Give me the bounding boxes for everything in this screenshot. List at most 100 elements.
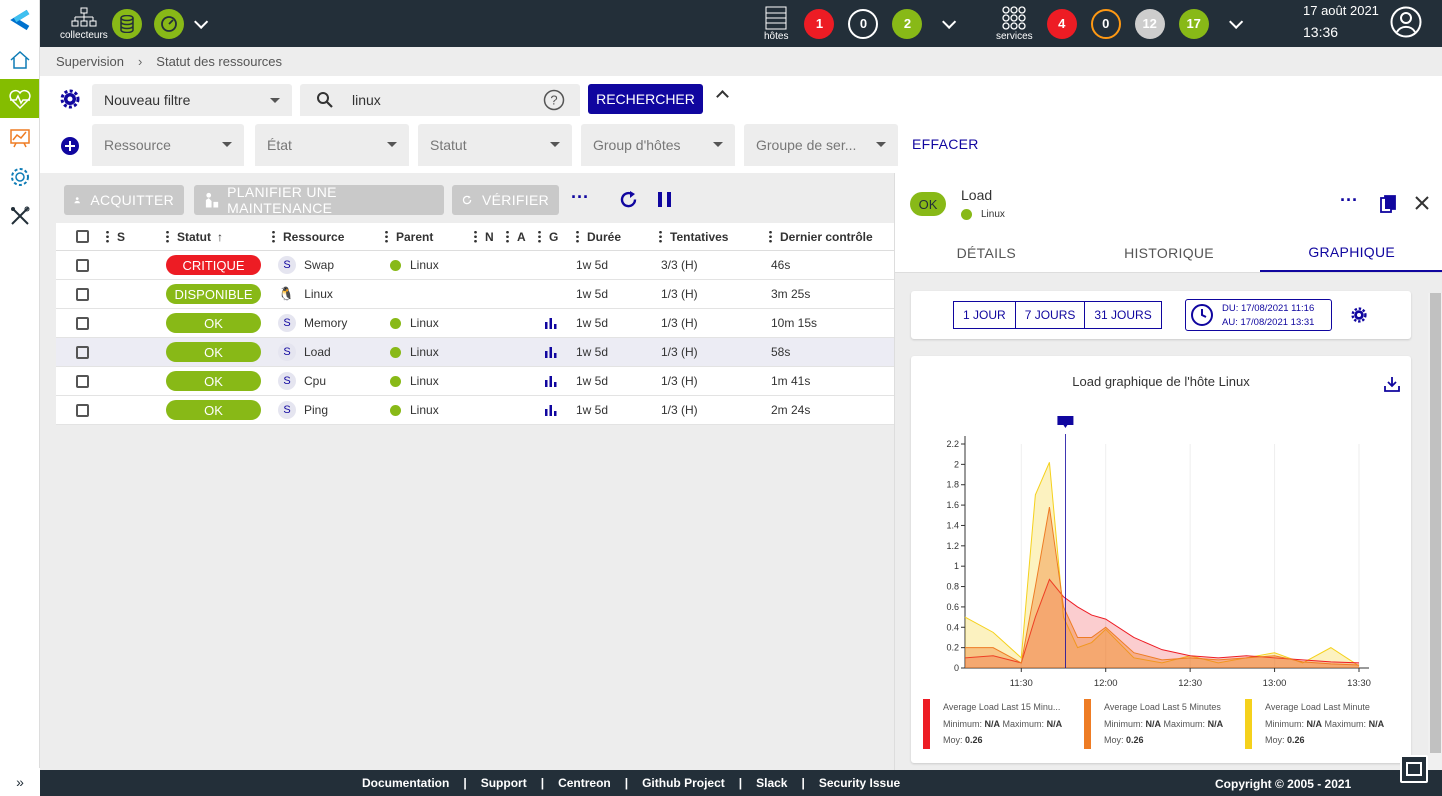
resource-type-select[interactable]: Ressource xyxy=(92,124,244,166)
period-1-day-button[interactable]: 1 JOUR xyxy=(953,301,1016,329)
row-resource-cell[interactable]: S Load xyxy=(278,338,331,366)
legend-entry[interactable]: Average Load Last 15 Minu... Minimum: N/A… xyxy=(923,699,1083,749)
hosts-down-badge[interactable]: 1 xyxy=(804,8,835,39)
graph-bars-icon[interactable] xyxy=(545,309,557,337)
clear-filters-button[interactable]: EFFACER xyxy=(912,136,979,152)
footer-link[interactable]: Support xyxy=(480,776,527,790)
period-7-days-button[interactable]: 7 JOURS xyxy=(1015,301,1086,329)
configuration-icon[interactable] xyxy=(0,157,39,196)
table-row[interactable]: OK S Load Linux 1w 5d 1/3 (H) 58s xyxy=(56,338,894,367)
hosts-button[interactable]: hôtes xyxy=(764,6,788,42)
breadcrumb-supervision[interactable]: Supervision xyxy=(56,54,124,69)
fullscreen-icon[interactable] xyxy=(1400,755,1428,783)
row-checkbox[interactable] xyxy=(76,367,89,395)
downtime-button[interactable]: PLANIFIER UNE MAINTENANCE xyxy=(194,184,444,216)
search-field[interactable]: linux ? xyxy=(300,84,580,116)
footer-link[interactable]: Documentation xyxy=(362,776,450,790)
user-avatar-icon[interactable] xyxy=(1390,6,1422,41)
services-warning-badge[interactable]: 0 xyxy=(1090,8,1121,39)
copy-link-icon[interactable] xyxy=(1380,195,1396,216)
row-resource-cell[interactable]: 🐧 Linux xyxy=(278,280,333,308)
column-action[interactable]: A xyxy=(506,223,526,250)
status-select[interactable]: Statut xyxy=(418,124,572,166)
scrollbar-thumb[interactable] xyxy=(1430,293,1441,753)
poller-status-icon[interactable] xyxy=(153,8,184,39)
expand-sidebar-icon[interactable]: » xyxy=(0,768,40,796)
service-group-select[interactable]: Groupe de ser... xyxy=(744,124,898,166)
host-group-select[interactable]: Group d'hôtes xyxy=(581,124,735,166)
legend-entry[interactable]: Average Load Last Minute Minimum: N/A Max… xyxy=(1245,699,1405,749)
column-duration[interactable]: Durée xyxy=(576,223,621,250)
row-checkbox[interactable] xyxy=(76,338,89,366)
row-parent-cell[interactable]: Linux xyxy=(390,338,439,366)
database-icon[interactable] xyxy=(111,8,142,39)
tab-history[interactable]: HISTORIQUE xyxy=(1124,244,1214,261)
more-actions-icon[interactable]: ··· xyxy=(571,187,589,207)
row-parent-cell[interactable]: Linux xyxy=(390,396,439,424)
row-parent-cell[interactable]: Linux xyxy=(390,309,439,337)
period-31-days-button[interactable]: 31 JOURS xyxy=(1085,301,1162,329)
collectors-button[interactable]: collecteurs xyxy=(60,7,108,41)
column-resource[interactable]: Ressource xyxy=(272,223,344,250)
row-checkbox[interactable] xyxy=(76,280,89,308)
monitoring-icon[interactable] xyxy=(0,79,39,118)
footer-link[interactable]: Github Project xyxy=(642,776,725,790)
column-status[interactable]: Statut ↑ xyxy=(166,223,223,250)
search-input-value[interactable]: linux xyxy=(352,92,381,108)
home-icon[interactable] xyxy=(0,40,39,79)
graph-bars-icon[interactable] xyxy=(545,338,557,366)
breadcrumb-current[interactable]: Statut des ressources xyxy=(156,54,283,69)
pause-icon[interactable] xyxy=(658,192,671,207)
row-resource-cell[interactable]: S Cpu xyxy=(278,367,326,395)
table-row[interactable]: OK S Cpu Linux 1w 5d 1/3 (H) 1m 41s xyxy=(56,367,894,396)
collectors-chevron-down-icon[interactable] xyxy=(193,14,209,29)
graph-bars-icon[interactable] xyxy=(545,396,557,424)
column-severity[interactable]: S xyxy=(106,223,125,250)
help-icon[interactable]: ? xyxy=(543,89,565,111)
tab-graph[interactable]: GRAPHIQUE xyxy=(1260,233,1442,272)
column-graph[interactable]: G xyxy=(538,223,558,250)
services-chevron-down-icon[interactable] xyxy=(1228,14,1243,29)
search-button[interactable]: RECHERCHER xyxy=(588,84,703,114)
row-checkbox[interactable] xyxy=(76,309,89,337)
check-button[interactable]: VÉRIFIER xyxy=(452,185,559,215)
panel-parent[interactable]: Linux xyxy=(961,209,1005,220)
row-resource-cell[interactable]: S Ping xyxy=(278,396,328,424)
column-tries[interactable]: Tentatives xyxy=(659,223,728,250)
reporting-icon[interactable] xyxy=(0,118,39,157)
select-all-checkbox[interactable] xyxy=(76,223,89,250)
graph-settings-gear-icon[interactable] xyxy=(1351,307,1367,326)
column-notes[interactable]: N xyxy=(474,223,494,250)
row-resource-cell[interactable]: S Memory xyxy=(278,309,347,337)
row-parent-cell[interactable]: Linux xyxy=(390,251,439,279)
graph-bars-icon[interactable] xyxy=(545,367,557,395)
saved-filter-select[interactable]: Nouveau filtre xyxy=(92,84,292,116)
panel-scrollbar[interactable] xyxy=(1428,293,1442,770)
services-unknown-badge[interactable]: 12 xyxy=(1134,8,1165,39)
hosts-unreachable-badge[interactable]: 0 xyxy=(848,8,879,39)
footer-link[interactable]: Security Issue xyxy=(818,776,901,790)
column-last-check[interactable]: Dernier contrôle xyxy=(769,223,873,250)
services-critical-badge[interactable]: 4 xyxy=(1046,8,1077,39)
row-resource-cell[interactable]: S Swap xyxy=(278,251,334,279)
acknowledge-button[interactable]: ACQUITTER xyxy=(64,185,184,215)
legend-entry[interactable]: Average Load Last 5 Minutes Minimum: N/A … xyxy=(1084,699,1244,749)
collectors-group[interactable]: collecteurs xyxy=(60,0,209,47)
filter-settings-gear-icon[interactable] xyxy=(60,89,80,112)
footer-link[interactable]: Centreon xyxy=(558,776,611,790)
services-button[interactable]: services xyxy=(996,5,1033,42)
column-parent[interactable]: Parent xyxy=(385,223,433,250)
hosts-chevron-down-icon[interactable] xyxy=(942,14,957,29)
row-parent-cell[interactable]: Linux xyxy=(390,367,439,395)
download-icon[interactable] xyxy=(1384,376,1400,395)
custom-period-picker[interactable]: DU: 17/08/2021 11:16 AU: 17/08/2021 13:3… xyxy=(1185,299,1332,331)
tab-details[interactable]: DÉTAILS xyxy=(956,244,1017,261)
footer-link[interactable]: Slack xyxy=(756,776,788,790)
close-panel-icon[interactable] xyxy=(1414,195,1430,214)
table-row[interactable]: DISPONIBLE 🐧 Linux 1w 5d 1/3 (H) 3m 25s xyxy=(56,280,894,309)
services-ok-badge[interactable]: 17 xyxy=(1178,8,1209,39)
refresh-icon[interactable] xyxy=(619,190,638,212)
state-select[interactable]: État xyxy=(255,124,409,166)
administration-icon[interactable] xyxy=(0,196,39,235)
table-row[interactable]: CRITIQUE S Swap Linux 1w 5d 3/3 (H) 46s xyxy=(56,251,894,280)
